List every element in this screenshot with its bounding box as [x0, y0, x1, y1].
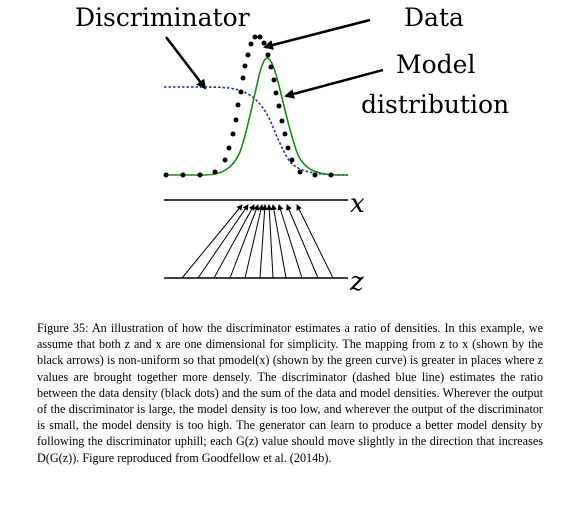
data-pointer-arrow — [263, 18, 371, 50]
discriminator-curve — [164, 86, 349, 176]
model-label-line2: distribution — [361, 90, 509, 119]
model-distribution-curve — [164, 57, 348, 176]
mapping-arrows — [181, 204, 334, 279]
x-axis-label: x — [350, 189, 365, 219]
data-label: Data — [404, 3, 464, 32]
data-density-dots — [163, 34, 334, 178]
model-label-line1: Model — [396, 50, 475, 79]
gan-density-figure: Discriminator Data Model distribution — [75, 3, 509, 297]
figure-caption: Figure 35: An illustration of how the di… — [37, 321, 543, 465]
discriminator-pointer-arrow — [165, 36, 207, 90]
z-axis-label: z — [349, 267, 364, 297]
model-pointer-arrow — [284, 68, 384, 99]
discriminator-label: Discriminator — [75, 3, 250, 32]
